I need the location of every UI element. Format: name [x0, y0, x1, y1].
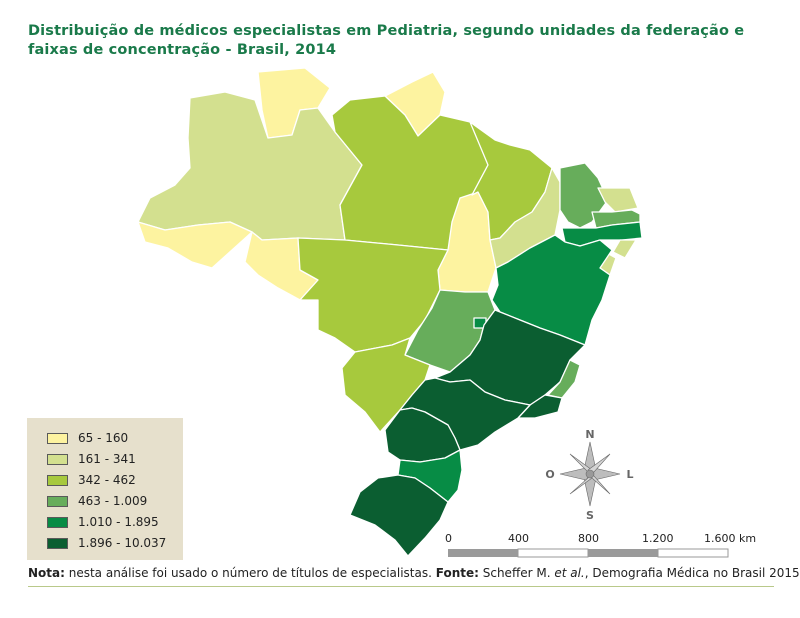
legend-swatch [47, 537, 68, 549]
compass-rose-icon: N S O L [545, 428, 633, 522]
compass-o: O [545, 468, 554, 481]
scale-segment [448, 549, 518, 557]
legend-item: 1.010 - 1.895 [47, 515, 159, 529]
footnote-divider [28, 586, 774, 587]
source-text: Scheffer M. [478, 566, 555, 580]
source-text-end: , Demografia Médica no Brasil 2015. [584, 566, 800, 580]
legend: 65 - 160 161 - 341 342 - 462 463 - 1.009… [27, 418, 183, 560]
state-amazonas [137, 91, 363, 241]
compass-s: S [586, 509, 594, 522]
state-rio-grande-do-norte [597, 187, 639, 213]
scale-segment [517, 548, 589, 558]
scale-bar [448, 548, 729, 558]
legend-label: 1.896 - 10.037 [78, 536, 167, 550]
source-label: Fonte: [435, 566, 479, 580]
scale-label-0: 0 [445, 532, 452, 545]
state-sao-paulo [399, 377, 531, 451]
note-text: nesta análise foi usado o número de títu… [64, 566, 436, 580]
source-italic: et al. [554, 566, 585, 580]
compass-l: L [626, 468, 633, 481]
legend-swatch [47, 495, 68, 507]
scale-label-1600: 1.600 km [704, 532, 757, 545]
legend-label: 161 - 341 [78, 452, 136, 466]
compass-n: N [585, 428, 594, 441]
legend-swatch [47, 516, 68, 528]
legend-swatch [47, 474, 68, 486]
legend-label: 1.010 - 1.895 [78, 515, 159, 529]
legend-item: 463 - 1.009 [47, 494, 147, 508]
footnote: Nota: nesta análise foi usado o número d… [28, 566, 800, 580]
scale-label-400: 400 [508, 532, 529, 545]
state-rio-grande-do-sul [349, 474, 449, 557]
scale-segment [657, 548, 729, 558]
scale-label-1200: 1.200 [642, 532, 674, 545]
legend-item: 161 - 341 [47, 452, 136, 466]
scale-segment [588, 549, 658, 557]
legend-swatch [47, 432, 68, 444]
legend-item: 65 - 160 [47, 431, 128, 445]
legend-item: 1.896 - 10.037 [47, 536, 166, 550]
legend-label: 342 - 462 [78, 473, 136, 487]
legend-swatch [47, 453, 68, 465]
legend-label: 65 - 160 [78, 431, 129, 445]
scale-label-800: 800 [578, 532, 599, 545]
legend-label: 463 - 1.009 [78, 494, 148, 508]
note-label: Nota: [28, 566, 65, 580]
map-title: Distribuição de médicos especialistas em… [28, 23, 745, 58]
legend-item: 342 - 462 [47, 473, 136, 487]
state-alagoas [612, 239, 637, 259]
state-acre [137, 221, 253, 269]
